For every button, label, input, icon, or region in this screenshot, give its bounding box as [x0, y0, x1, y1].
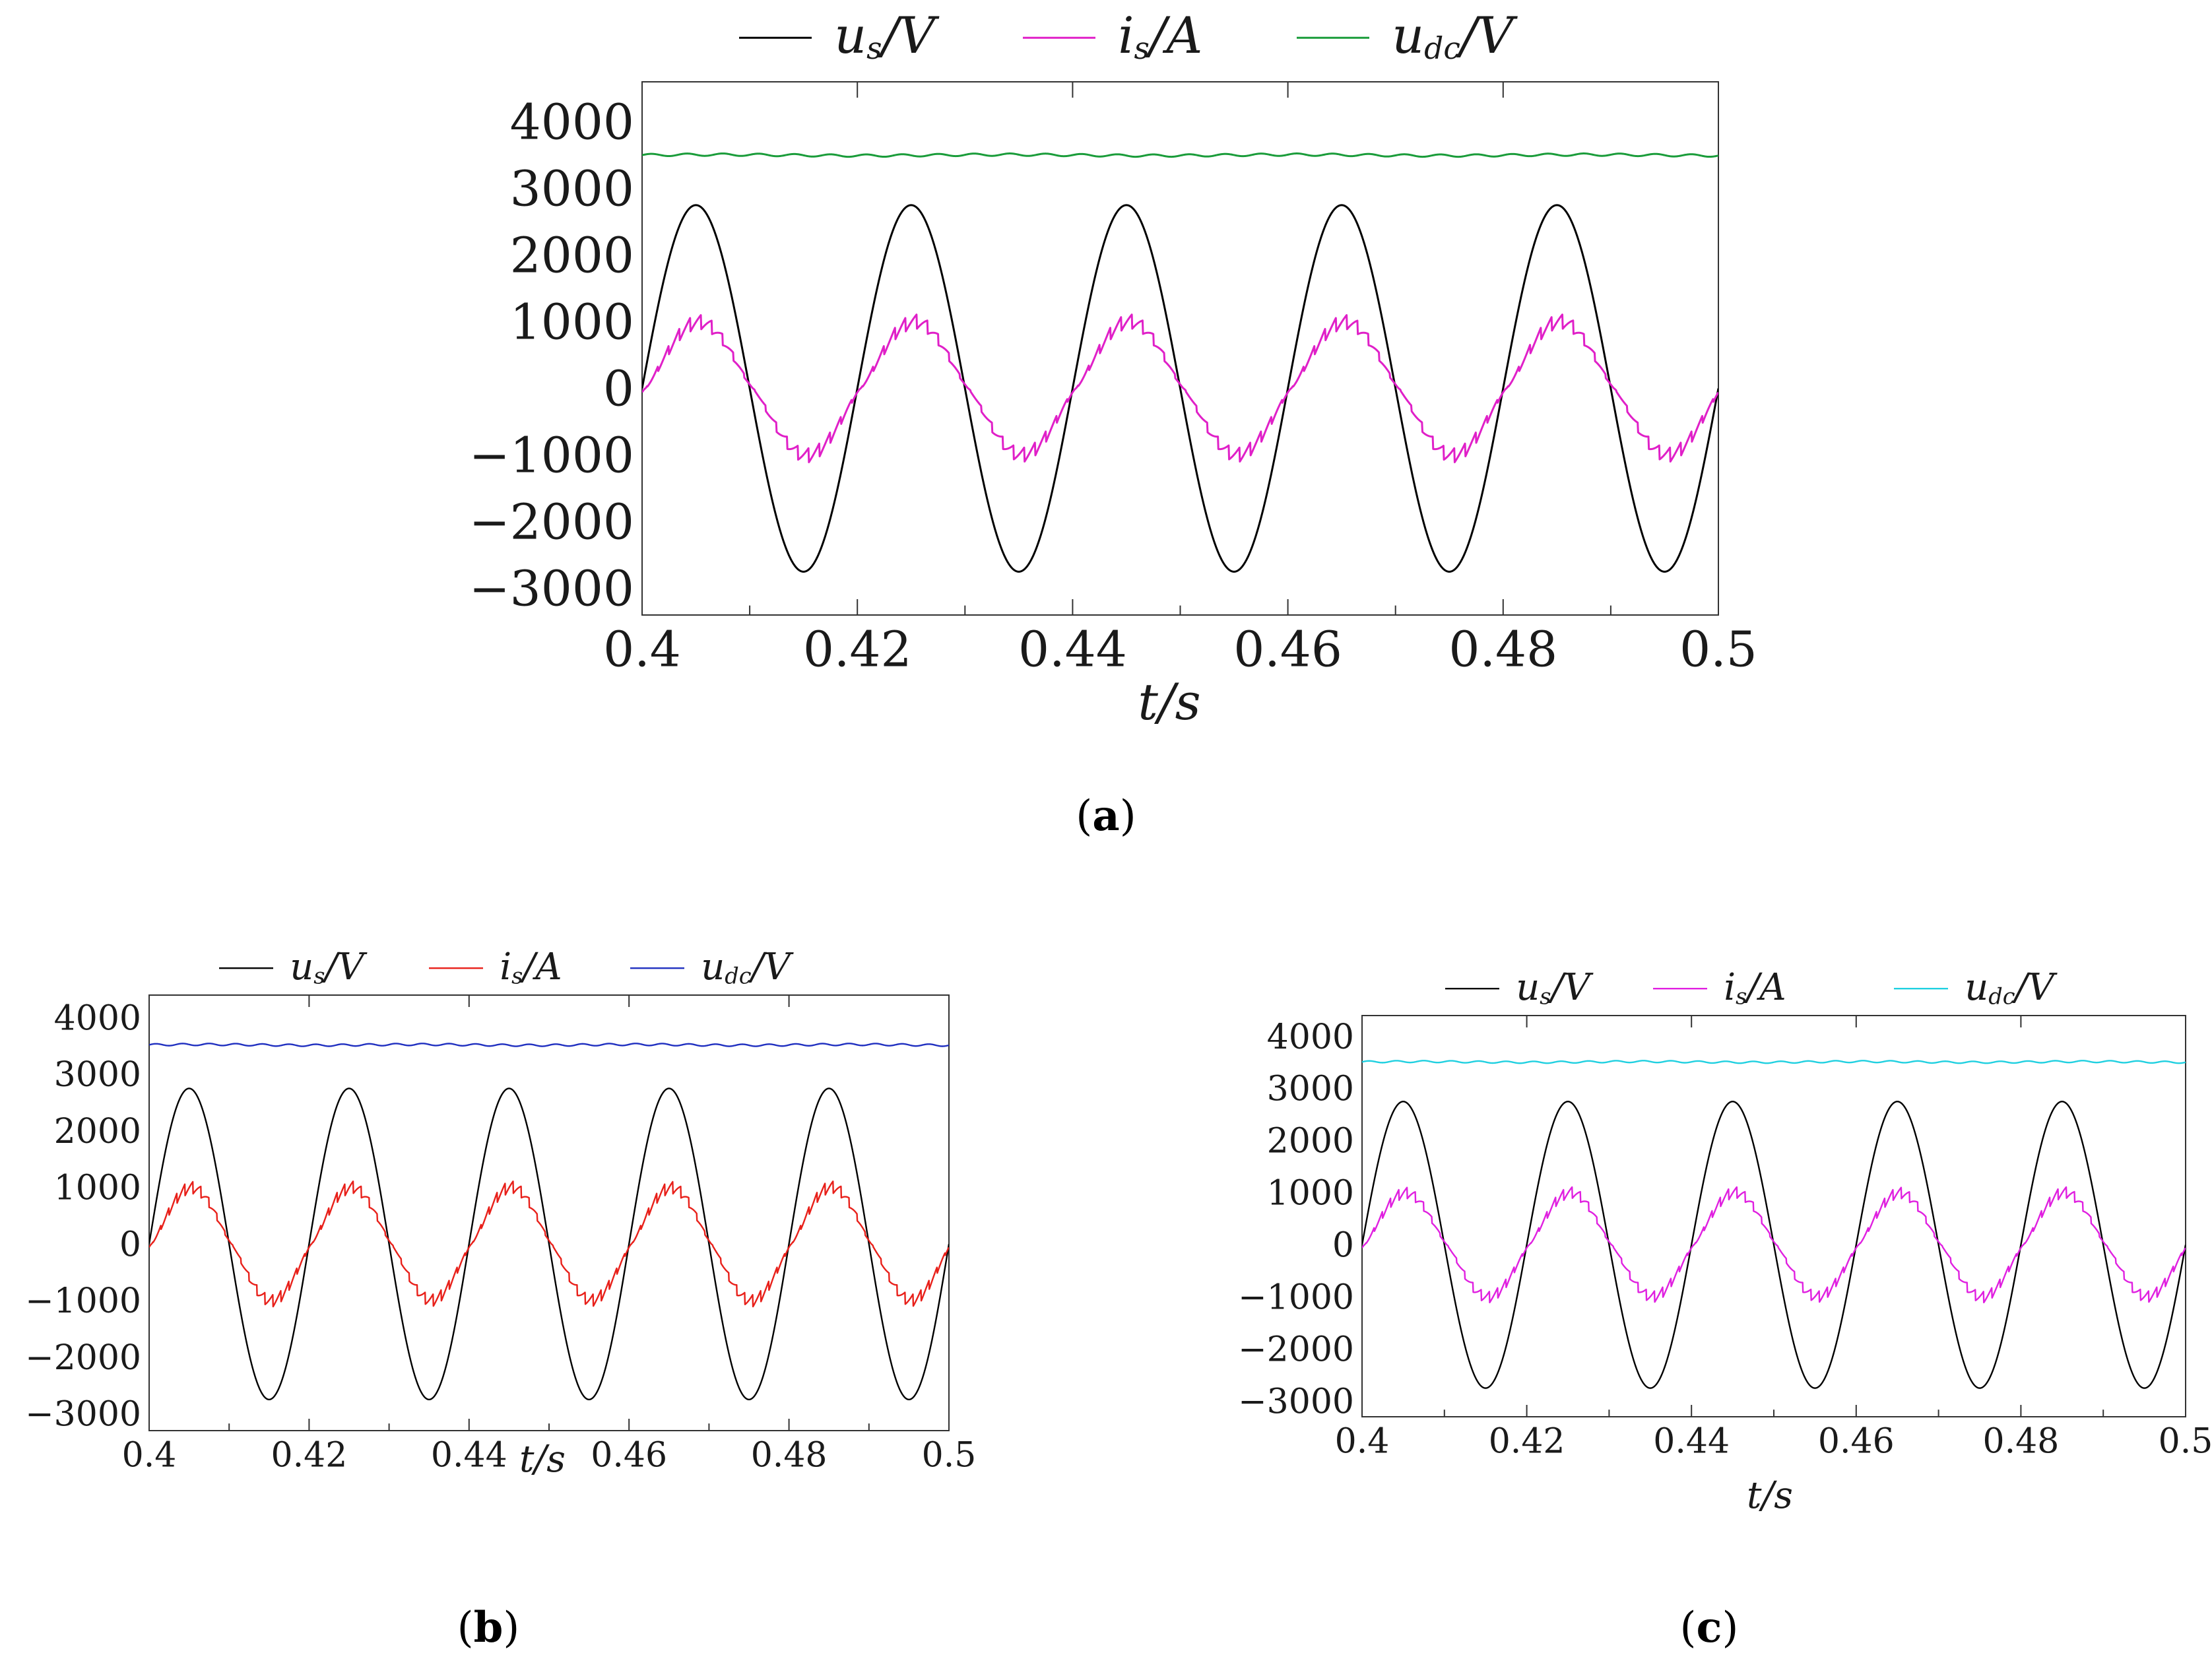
x-tick-label: 0.42 [803, 622, 912, 678]
legend-label: us/V [834, 6, 940, 66]
x-tick-label: 0.48 [1983, 1422, 2060, 1462]
y-tick-label: 0 [1332, 1226, 1354, 1266]
y-tick-label: 1000 [54, 1169, 141, 1208]
y-tick-label: 4000 [1267, 1018, 1354, 1057]
legend-unit: /V [748, 946, 795, 989]
x-tick-label: 0.42 [271, 1436, 348, 1475]
x-tick-label: 0.5 [2159, 1422, 2212, 1462]
legend-subscript: dc [1988, 984, 2015, 1010]
y-tick-label: 0 [119, 1225, 141, 1264]
y-tick-label: −2000 [25, 1338, 141, 1378]
x-tick-label: 0.46 [1818, 1422, 1895, 1462]
y-tick-label: 2000 [1267, 1122, 1354, 1161]
x-tick-label: 0.44 [1653, 1422, 1730, 1462]
legend-subscript: dc [725, 963, 751, 989]
legend-subscript: s [1540, 984, 1551, 1010]
legend-unit: /A [519, 946, 562, 989]
caption-c: (c) [1680, 1603, 1739, 1652]
y-tick-label: 3000 [510, 161, 634, 218]
legend-label: is/A [1118, 6, 1202, 66]
series-line-is-a [642, 313, 1718, 463]
x-tick-label: 0.5 [922, 1436, 977, 1475]
legend-subscript: s [1134, 31, 1150, 66]
series-line-udc-v [642, 152, 1718, 158]
legend-label: is/A [1724, 966, 1786, 1010]
x-tick-label: 0.44 [1018, 622, 1127, 678]
legend-unit: /A [1743, 966, 1786, 1009]
caption-b: (b) [457, 1603, 520, 1652]
legend-label: udc/V [701, 946, 794, 989]
legend-label: us/V [1516, 966, 1594, 1010]
caption-a: (a) [1076, 791, 1136, 841]
legend-label: is/A [500, 946, 562, 989]
legend-symbol: u [290, 946, 313, 989]
legend-symbol: i [500, 946, 511, 989]
x-tick-label: 0.4 [122, 1436, 177, 1475]
y-tick-label: −3000 [25, 1394, 141, 1434]
x-tick-label: 0.4 [1335, 1422, 1390, 1462]
legend-subscript: dc [1424, 31, 1460, 66]
legend-symbol: i [1724, 966, 1736, 1009]
legend-subscript: s [866, 31, 882, 66]
legend-subscript: s [511, 963, 523, 989]
chart-panel-a: 0.4 0.42 0.44 0.46 0.48 0.5 4000 3000 2000 1000 0 −… [469, 6, 1757, 731]
x-axis-label: t/s [1747, 1474, 1793, 1517]
legend-label: us/V [290, 946, 368, 989]
y-tick-label: 4000 [54, 998, 141, 1038]
legend-symbol: u [834, 6, 866, 65]
y-tick-label: 1000 [1267, 1174, 1354, 1214]
legend-label: udc/V [1392, 6, 1518, 66]
x-tick-label: 0.44 [431, 1436, 507, 1475]
legend-label: udc/V [1965, 966, 2058, 1010]
y-tick-label: −1000 [25, 1281, 141, 1321]
y-tick-label: 4000 [510, 94, 634, 151]
y-tick-label: 1000 [510, 294, 634, 351]
x-tick-label: 0.48 [1448, 622, 1557, 678]
y-tick-label: 2000 [510, 228, 634, 284]
x-tick-label: 0.4 [603, 622, 681, 678]
legend-symbol: u [1516, 966, 1540, 1009]
chart-panel-b: 0.4 0.42 0.44 0.46 0.48 0.5 4000 3000 2000 1000 0 −… [25, 946, 976, 1481]
series-line-is-a [149, 1181, 949, 1308]
series-line-us-v [1362, 1101, 2186, 1389]
y-tick-label: −1000 [1238, 1278, 1354, 1318]
y-tick-label: −1000 [469, 428, 634, 484]
legend-unit: /V [1456, 6, 1518, 65]
legend-symbol: u [701, 946, 725, 989]
chart-panel-c: 0.4 0.42 0.44 0.46 0.48 0.5 4000 3000 2000 1000 0 −… [1238, 966, 2212, 1517]
legend-unit: /A [1145, 6, 1203, 65]
y-tick-label: −2000 [469, 494, 634, 551]
y-tick-label: 0 [603, 361, 634, 418]
legend-symbol: i [1118, 6, 1134, 65]
y-tick-label: 3000 [54, 1055, 141, 1095]
series-line-udc-v [1362, 1060, 2186, 1064]
legend-unit: /V [2012, 966, 2058, 1009]
series-line-udc-v [149, 1043, 949, 1047]
series-line-us-v [642, 204, 1718, 573]
legend-subscript: s [313, 963, 325, 989]
legend-symbol: u [1965, 966, 1988, 1009]
y-tick-label: −3000 [1238, 1382, 1354, 1422]
y-tick-label: 2000 [54, 1112, 141, 1151]
legend-unit: /V [878, 6, 940, 65]
x-tick-label: 0.5 [1679, 622, 1757, 678]
x-axis-label: t/s [519, 1438, 566, 1481]
series-line-us-v [149, 1087, 949, 1401]
legend-symbol: u [1392, 6, 1424, 65]
legend-unit: /V [1548, 966, 1594, 1009]
y-tick-label: −3000 [469, 561, 634, 618]
x-tick-label: 0.46 [1233, 622, 1342, 678]
legend-subscript: s [1736, 984, 1747, 1010]
x-tick-label: 0.48 [751, 1436, 828, 1475]
x-tick-label: 0.42 [1489, 1422, 1565, 1462]
legend-unit: /V [322, 946, 368, 989]
y-tick-label: −2000 [1238, 1330, 1354, 1370]
x-axis-label: t/s [1138, 672, 1200, 731]
x-tick-label: 0.46 [591, 1436, 667, 1475]
series-line-is-a [1362, 1186, 2186, 1304]
y-tick-label: 3000 [1267, 1070, 1354, 1109]
